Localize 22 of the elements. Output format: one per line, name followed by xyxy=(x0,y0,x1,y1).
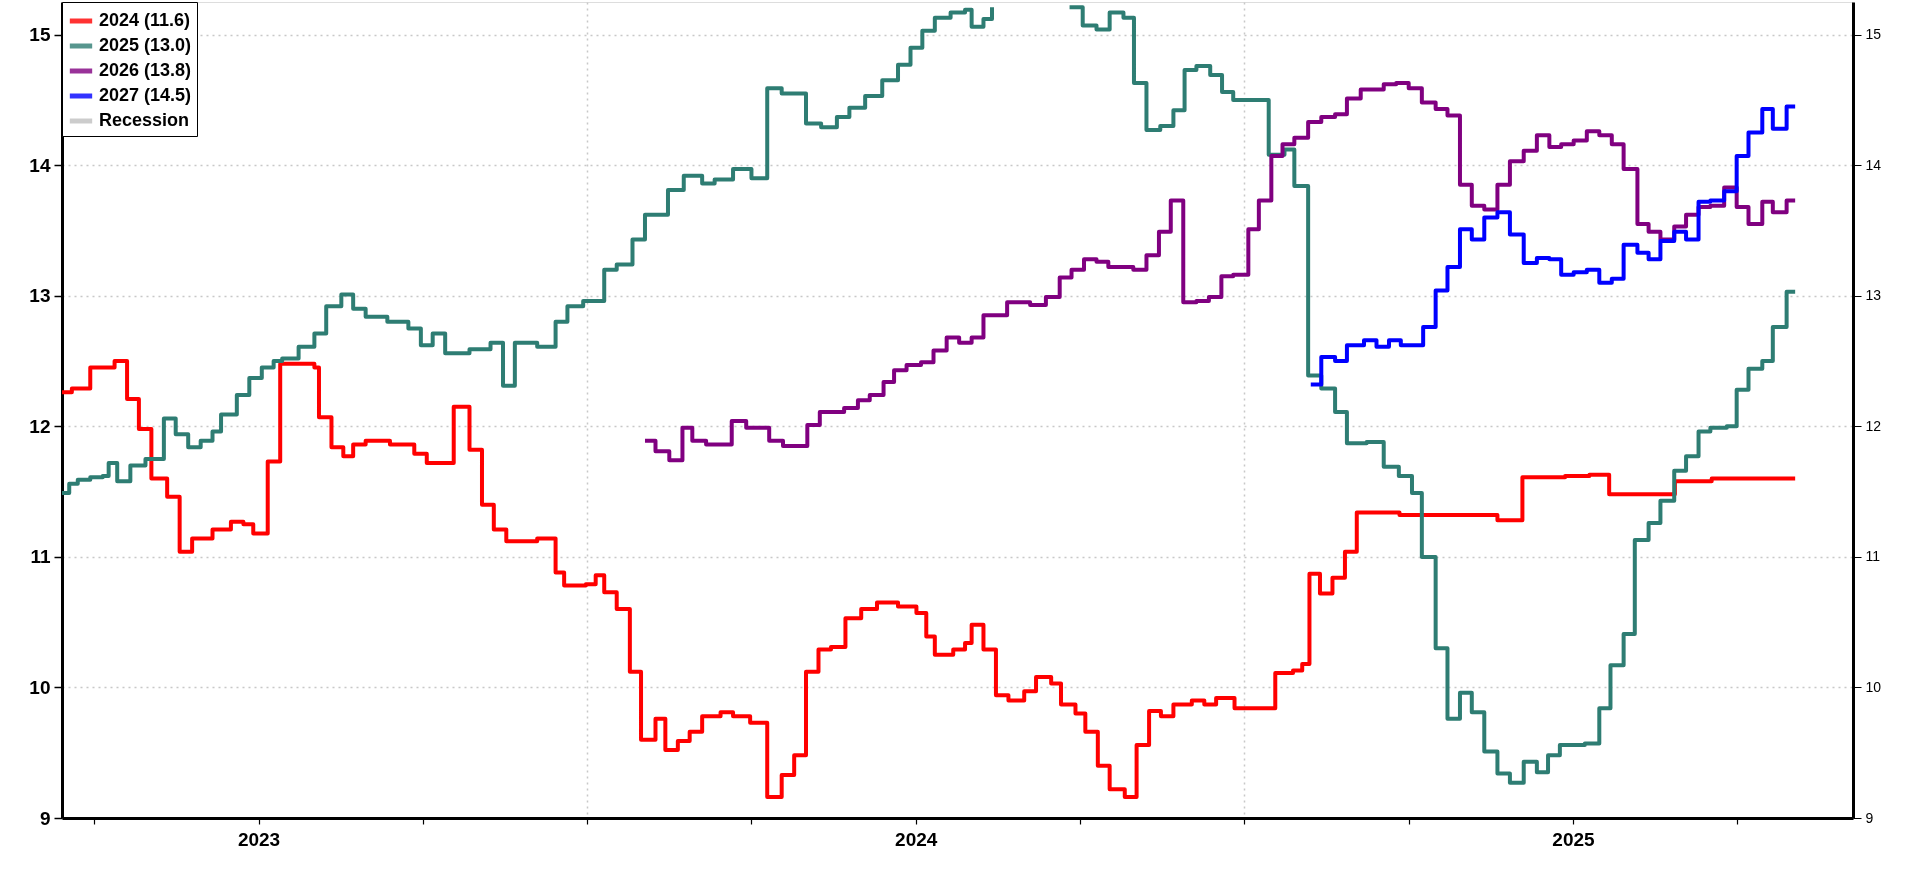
y-tick-label: 14 xyxy=(29,154,51,176)
x-tick-label: 2025 xyxy=(1552,828,1596,850)
legend-label: Recession xyxy=(99,110,190,130)
y-tick-label: 10 xyxy=(29,676,51,698)
y-tick-label: 9 xyxy=(39,807,51,829)
legend-label: 2025 (13.0) xyxy=(99,35,192,55)
y-tick-label: 11 xyxy=(30,546,51,568)
y2-tick-label: 12 xyxy=(1865,417,1882,434)
y2-tick-label: 14 xyxy=(1865,156,1882,173)
y-tick-label: 13 xyxy=(29,285,51,307)
y2-tick-label: 13 xyxy=(1865,287,1882,304)
y2-tick-label: 10 xyxy=(1865,678,1882,695)
y-tick-label: 15 xyxy=(29,24,51,46)
legend-label: 2027 (14.5) xyxy=(99,85,192,105)
y2-tick-label: 9 xyxy=(1865,809,1874,826)
x-tick-label: 2024 xyxy=(895,828,938,850)
legend-label: 2026 (13.8) xyxy=(99,60,192,80)
x-tick-label: 2023 xyxy=(237,828,281,850)
y-tick-label: 12 xyxy=(29,415,51,437)
legend-label: 2024 (11.6) xyxy=(99,10,191,30)
y2-tick-label: 11 xyxy=(1865,548,1881,565)
y2-tick-label: 15 xyxy=(1865,26,1882,43)
